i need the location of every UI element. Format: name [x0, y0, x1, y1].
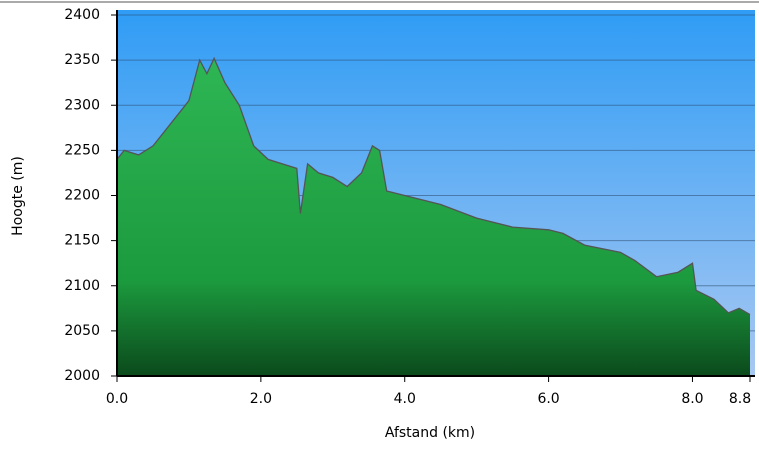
y-axis-label: Hoogte (m): [10, 156, 26, 236]
x-tick-label: 0.0: [106, 391, 128, 407]
x-tick-label: 2.0: [250, 391, 272, 407]
y-tick-label: 2150: [64, 233, 100, 249]
elevation-line: [116, 56, 751, 316]
y-tick-label: 2250: [64, 142, 100, 158]
x-tick-label: 4.0: [394, 391, 416, 407]
x-tick-label: 6.0: [537, 391, 559, 407]
x-tick-label: 8.0: [681, 391, 703, 407]
y-tick-label: 2050: [64, 323, 100, 339]
y-tick-label: 2400: [64, 7, 100, 23]
y-tick-label: 2300: [64, 97, 100, 113]
y-tick-label: 2100: [64, 278, 100, 294]
x-axis-label: Afstand (km): [385, 425, 475, 441]
y-tick-label: 2000: [64, 368, 100, 384]
y-tick-label: 2350: [64, 52, 100, 68]
x-tick-label: 8.8: [729, 391, 751, 407]
elevation-area: [117, 58, 750, 377]
y-tick-label: 2200: [64, 188, 100, 204]
